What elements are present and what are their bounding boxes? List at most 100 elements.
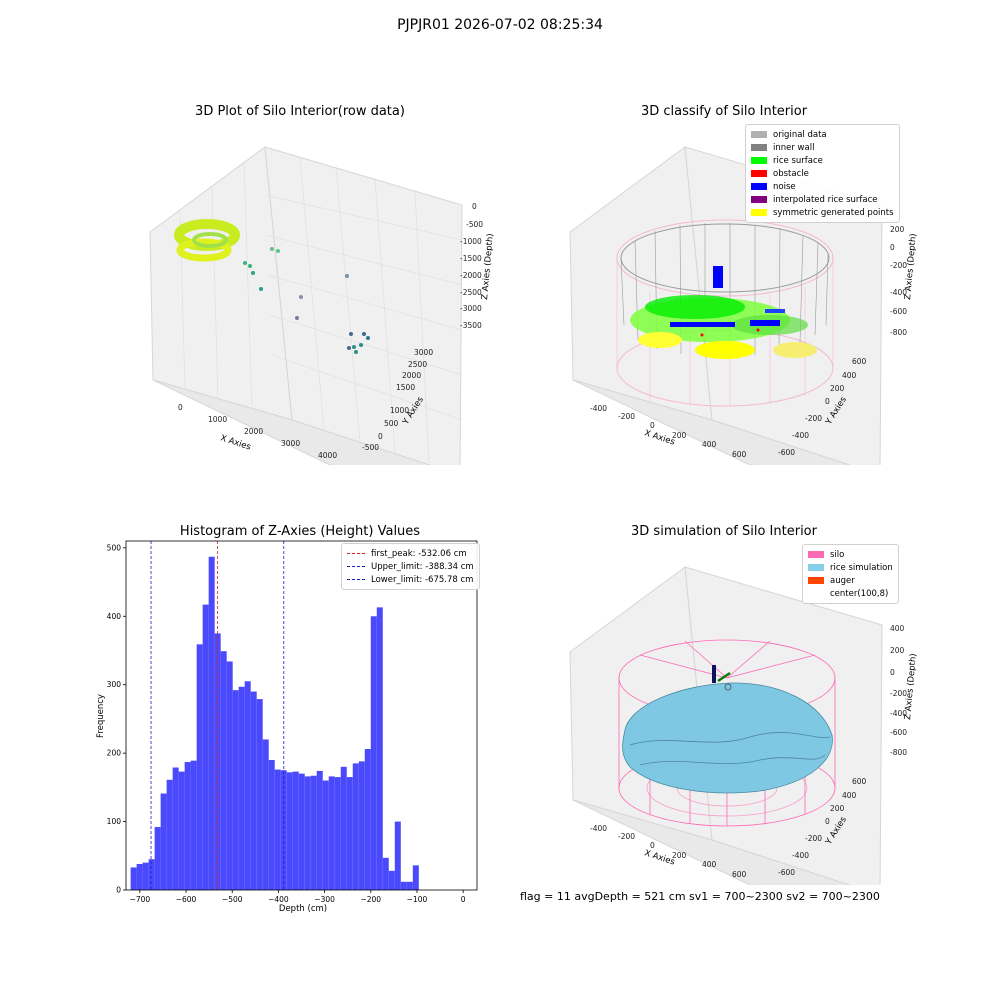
simulation-x-tick: 600 [732,870,747,879]
histogram-axes-frame [125,540,478,891]
histogram-bar [346,777,353,890]
legend-label: interpolated rice surface [773,194,878,205]
histogram-bar [364,749,371,890]
classify-y-tick: -400 [792,431,809,440]
raw-y-tick: 3000 [414,348,433,357]
classify-z-label: Z Axies (Depth) [903,233,919,300]
classify-z-tick: -800 [890,328,907,337]
legend-label: symmetric generated points [773,207,894,218]
classify-floor-pane [572,379,852,465]
raw-y-tick: 2000 [402,371,421,380]
histogram-bar [310,775,317,890]
raw-x-tick: 0 [178,403,183,412]
figure-title: PJPJR01 2026-07-02 08:25:34 [397,17,603,33]
histogram-bar [166,779,173,890]
simulation-z-tick: -800 [890,748,907,757]
classify-z-tick: 200 [890,225,905,234]
raw-x-tick: 1000 [208,415,227,424]
legend-line [347,566,365,567]
status-footer: flag = 11 avgDepth = 521 cm sv1 = 700~23… [520,890,880,903]
raw-y-tick: 0 [378,432,383,441]
legend-label: Upper_limit: -388.34 cm [371,561,474,572]
simulation-rice-surface [622,682,833,794]
raw-y-tick: 500 [384,419,399,428]
raw-y-tick: -500 [362,443,379,452]
histogram-bar [406,881,413,890]
simulation-z-tick: -200 [890,689,907,698]
raw-z-tick: -2000 [460,271,482,280]
simulation-legend-item: rice simulation [808,561,893,574]
histogram-bar [256,699,263,890]
histogram-bar [400,881,407,890]
simulation-3d-plot: -400 -200 0 200 400 600 -600 -400 -200 0… [569,566,919,885]
raw-back-pane [264,146,463,465]
legend-swatch [751,209,767,216]
raw-plot-title: 3D Plot of Silo Interior(row data) [195,104,405,119]
classify-z-tick: -600 [890,307,907,316]
histogram-bar [184,762,191,890]
histogram-bar [268,759,275,890]
classify-z-tick: -200 [890,261,907,270]
classify-z-tick: -400 [890,288,907,297]
classify-x-tick: 400 [702,440,717,449]
legend-label: center(100,8) [830,588,889,599]
simulation-y-tick: -600 [778,868,795,877]
legend-swatch [751,183,767,190]
legend-label: obstacle [773,168,809,179]
classify-x-tick: 0 [650,421,655,430]
raw-y-tick: 1000 [390,406,409,415]
classify-z-tick: 0 [890,243,895,252]
legend-swatch [751,157,767,164]
histogram-x-tick-label: −300 [314,895,335,904]
histogram-y-tick-label: 400 [107,612,122,621]
histogram-y-tick-label: 0 [116,886,121,895]
histogram-bar [370,616,377,890]
histogram-bar [382,857,389,890]
simulation-z-label: Z Axies (Depth) [903,653,919,720]
raw-z-tick: 0 [472,202,477,211]
histogram-bar [244,681,251,890]
histogram-bar [226,661,233,890]
histogram-x-tick-label: 0 [461,895,466,904]
simulation-auger [712,665,732,691]
simulation-x-tick: 200 [672,851,687,860]
raw-z-label: Z Axies (Depth) [480,233,496,300]
legend-swatch [808,590,824,597]
raw-x-tick: 4000 [318,451,337,460]
histogram-x-tick-label: −500 [222,895,243,904]
legend-label: rice simulation [830,562,893,573]
legend-swatch [751,196,767,203]
histogram-bar [340,766,347,890]
classify-obstacle [700,328,760,337]
classify-plot-title: 3D classify of Silo Interior [640,104,808,119]
simulation-y-tick: 400 [842,791,857,800]
histogram-bar [238,686,245,890]
legend-line [347,579,365,580]
histogram-bar [274,769,281,890]
histogram-bar [292,771,299,890]
histogram-bar [304,776,311,890]
classify-y-tick: 400 [842,371,857,380]
simulation-legend: silo rice simulation auger center(100,8) [802,544,899,604]
raw-x-tick: 3000 [281,439,300,448]
simulation-legend-item: auger [808,574,893,587]
histogram-y-tick-label: 200 [107,749,122,758]
histogram-legend: first_peak: -532.06 cm Upper_limit: -388… [341,543,480,590]
histogram-bar [262,739,269,890]
histogram-bar [322,780,329,890]
histogram-chart: −700 −600 −500 −400 −300 −200 −100 0 0 100 200 300 4… [96,540,478,914]
raw-z-tick: -1000 [460,237,482,246]
histogram-bar [352,763,359,890]
classify-y-tick: -200 [805,414,822,423]
histogram-bars [130,556,419,890]
legend-label: first_peak: -532.06 cm [371,548,467,559]
histogram-legend-item: Upper_limit: -388.34 cm [347,560,474,573]
simulation-z-tick: -400 [890,709,907,718]
simulation-legend-item: center(100,8) [808,587,893,600]
histogram-bar [286,772,293,890]
histogram-bar [172,767,179,890]
histogram-x-tick-label: −200 [360,895,381,904]
histogram-bar [154,827,161,890]
histogram-bar [130,867,137,890]
histogram-x-label: Depth (cm) [279,904,327,914]
